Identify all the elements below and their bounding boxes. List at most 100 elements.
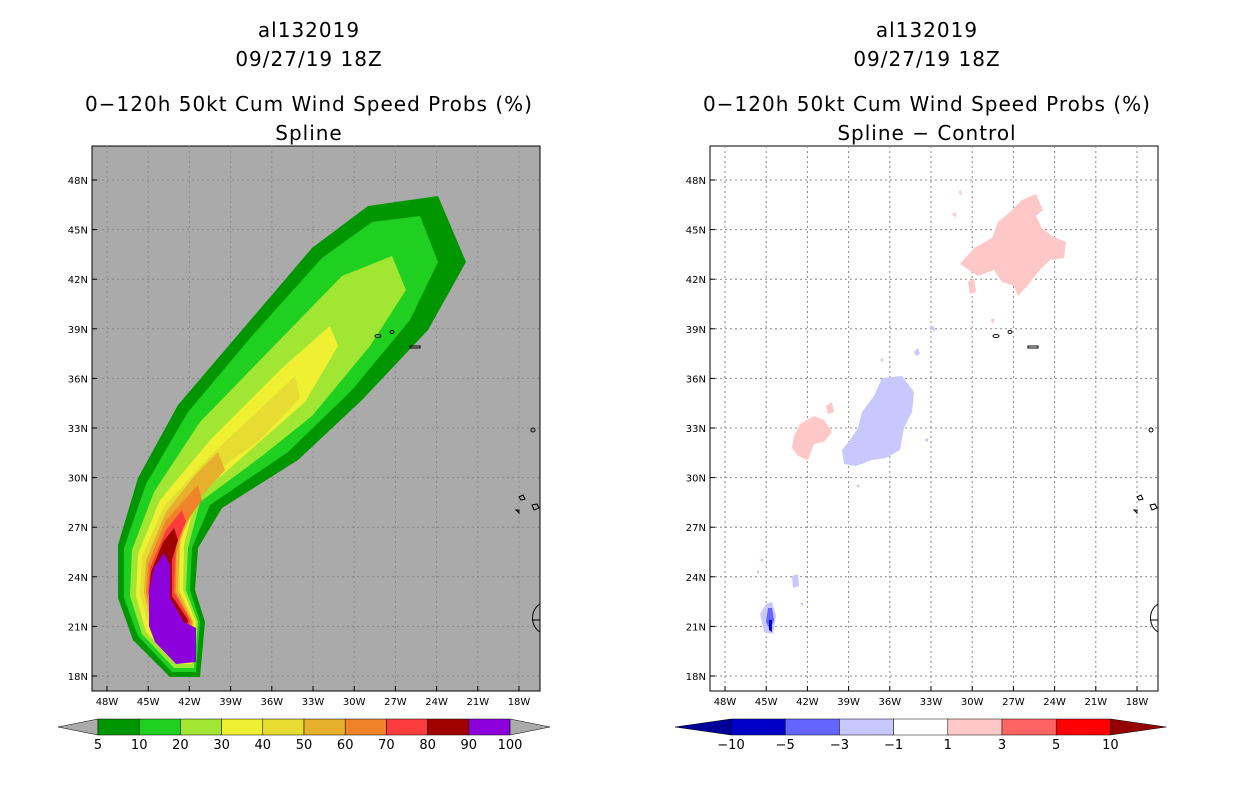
lat-labels: 48N 45N 42N 39N 36N 33N 30N 27N 24N 21N 18N — [68, 176, 97, 683]
right-panel: al132019 09/27/19 18Z 0−120h 50kt Cum Wi… — [618, 0, 1236, 800]
colorbar-label: 100 — [498, 738, 523, 753]
lon-label: 45W — [137, 697, 160, 708]
colorbar-segment — [784, 718, 840, 736]
colorbar-label: 50 — [296, 738, 313, 753]
colorbar-segment — [1001, 718, 1057, 736]
colorbar-label: −10 — [717, 738, 744, 753]
colorbar-label: −1 — [884, 738, 903, 753]
colorbar-label: 30 — [213, 738, 230, 753]
lat-label: 36N — [68, 374, 88, 385]
colorbar-segment — [262, 718, 305, 736]
colorbar-segment — [893, 718, 949, 736]
colorbar-segment — [221, 718, 264, 736]
lon-label: 18W — [1126, 697, 1149, 708]
lon-label: 36W — [260, 697, 283, 708]
plot-title: 0−120h 50kt Cum Wind Speed Probs (%) — [703, 92, 1151, 116]
colorbar-label: 70 — [378, 738, 395, 753]
datetime: 09/27/19 18Z — [235, 47, 383, 71]
colorbar-segment — [180, 718, 222, 736]
colorbar-end-right — [1110, 718, 1167, 736]
colorbar-segment — [386, 718, 428, 736]
lon-label: 39W — [837, 697, 860, 708]
lat-label: 18N — [686, 672, 706, 683]
left-map-svg: 48N 45N 42N 39N 36N 33N 30N 27N 24N 21N 18N 48W 45W… — [57, 145, 551, 753]
lat-label: 30N — [686, 474, 706, 485]
colorbar-segment — [427, 718, 470, 736]
lon-label: 48W — [714, 697, 737, 708]
colorbar-label: 3 — [998, 738, 1006, 753]
colorbar-segment — [97, 718, 140, 736]
lon-label: 21W — [1084, 697, 1107, 708]
negative-diff-area — [842, 376, 914, 466]
lat-label: 21N — [686, 622, 706, 633]
colorbar-segment — [303, 718, 346, 736]
lon-label: 33W — [920, 697, 943, 708]
colorbar-segment — [1055, 718, 1111, 736]
lat-label: 39N — [686, 325, 706, 336]
negative-diff-area — [792, 574, 799, 588]
positive-diff-area — [792, 416, 832, 460]
lat-label: 48N — [68, 176, 88, 187]
positive-diff-area — [826, 402, 834, 414]
negative-diff-area — [756, 326, 935, 606]
colorbar-label: 60 — [337, 738, 354, 753]
colorbar-label: 40 — [255, 738, 272, 753]
lat-label: 39N — [68, 325, 88, 336]
colorbar-label: 10 — [1102, 738, 1119, 753]
negative-diff-area — [769, 620, 772, 632]
colorbar-label: 90 — [461, 738, 478, 753]
colorbar-label: 20 — [172, 738, 189, 753]
coastline — [374, 330, 541, 633]
lat-label: 30N — [68, 474, 88, 485]
colorbar-end-right — [509, 718, 551, 736]
lat-label: 18N — [68, 672, 88, 683]
prob-contour-40 — [140, 376, 300, 660]
plot-subtitle: Spline − Control — [837, 121, 1017, 145]
lon-label: 33W — [302, 697, 325, 708]
colorbar-segment — [468, 718, 511, 736]
colorbar-label: 80 — [419, 738, 436, 753]
colorbar-label: 5 — [94, 738, 102, 753]
storm-id: al132019 — [875, 18, 979, 42]
plot-title: 0−120h 50kt Cum Wind Speed Probs (%) — [85, 92, 533, 116]
left-panel: al132019 09/27/19 18Z 0−120h 50kt Cum Wi… — [57, 18, 551, 753]
lon-label: 42W — [796, 697, 819, 708]
positive-diff-area — [960, 194, 1066, 296]
colorbar-label: 5 — [1052, 738, 1060, 753]
lat-label: 33N — [68, 424, 88, 435]
lon-label: 21W — [466, 697, 489, 708]
storm-id: al132019 — [257, 18, 361, 42]
lon-label: 48W — [96, 697, 119, 708]
lat-label: 27N — [68, 523, 88, 534]
colorbar-label: −3 — [830, 738, 849, 753]
colorbar-end-left — [674, 718, 732, 736]
lat-label: 24N — [68, 573, 88, 584]
plot-subtitle: Spline — [275, 121, 343, 145]
colorbar: 5 10 20 30 40 50 60 70 80 90 100 — [57, 718, 551, 753]
lon-labels: 48W 45W 42W 39W 36W 33W 30W 27W 24W 21W 18W — [96, 686, 531, 708]
colorbar-label: −5 — [776, 738, 795, 753]
lat-label: 33N — [686, 424, 706, 435]
colorbar-segment — [730, 718, 786, 736]
lon-label: 27W — [384, 697, 407, 708]
lon-label: 18W — [508, 697, 531, 708]
positive-diff-area — [968, 278, 976, 294]
right-map-svg: 48N 45N 42N 39N 36N 33N 30N 27N 24N 21N 18N 48W 45W… — [674, 145, 1167, 753]
lon-labels: 48W 45W 42W 39W 36W 33W 30W 27W 24W 21W 18W — [714, 686, 1149, 708]
lon-label: 24W — [1043, 697, 1066, 708]
colorbar-segment — [947, 718, 1003, 736]
lat-label: 27N — [686, 523, 706, 534]
lat-label: 36N — [686, 374, 706, 385]
lat-labels: 48N 45N 42N 39N 36N 33N 30N 27N 24N 21N 18N — [686, 176, 715, 683]
lat-label: 45N — [68, 226, 88, 237]
colorbar: −10 −5 −3 −1 1 3 5 10 — [674, 718, 1167, 753]
datetime: 09/27/19 18Z — [853, 47, 1001, 71]
colorbar-label: 1 — [944, 738, 952, 753]
lat-label: 48N — [686, 176, 706, 187]
colorbar-segment — [138, 718, 181, 736]
colorbar-end-left — [57, 718, 99, 736]
lat-label: 45N — [686, 226, 706, 237]
colorbar-segment — [839, 718, 894, 736]
lon-label: 30W — [343, 697, 366, 708]
lon-label: 30W — [961, 697, 984, 708]
